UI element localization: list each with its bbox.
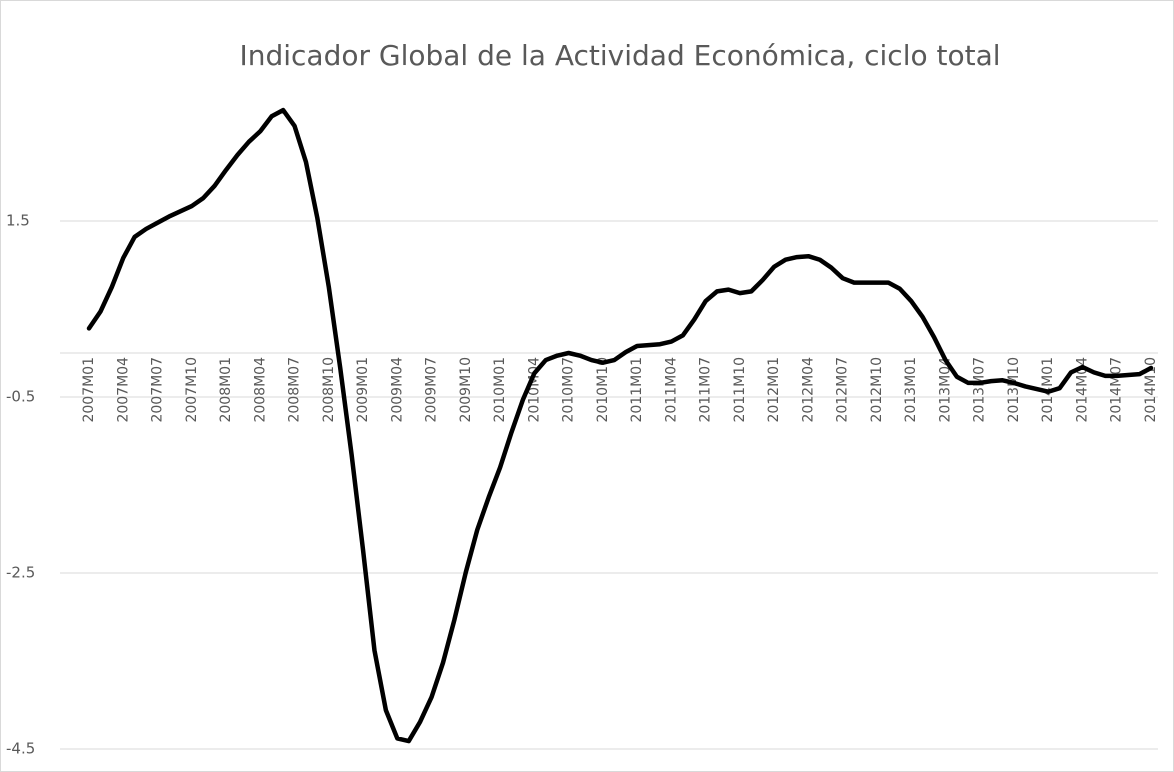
x-tick-label: 2011M04 [663, 357, 679, 423]
y-tick-label: -2.5 [6, 564, 35, 582]
x-tick-label: 2008M01 [218, 357, 234, 423]
x-tick-label: 2012M10 [869, 357, 885, 423]
x-tick-label: 2011M07 [698, 357, 714, 423]
x-tick-label: 2007M07 [150, 357, 166, 423]
y-tick-label: -4.5 [6, 740, 35, 758]
x-tick-label: 2009M01 [355, 357, 371, 423]
x-tick-label: 2011M10 [732, 357, 748, 423]
x-tick-label: 2009M04 [389, 357, 405, 423]
x-tick-label: 2012M07 [835, 357, 851, 423]
x-tick-label: 2010M07 [561, 357, 577, 423]
x-tick-label: 2014M04 [1074, 357, 1090, 423]
x-tick-label: 2014M10 [1143, 357, 1159, 423]
x-tick-label: 2014M07 [1109, 357, 1125, 423]
x-tick-label: 2009M10 [458, 357, 474, 423]
x-tick-label: 2011M01 [629, 357, 645, 423]
x-tick-label: 2013M01 [903, 357, 919, 423]
x-tick-label: 2008M07 [287, 357, 303, 423]
x-tick-label: 2013M04 [937, 357, 953, 423]
data-line [86, 107, 1154, 744]
x-tick-label: 2009M07 [424, 357, 440, 423]
x-tick-label: 2013M10 [1006, 357, 1022, 423]
x-tick-label: 2010M10 [595, 357, 611, 423]
x-tick-label: 2007M10 [184, 357, 200, 423]
x-tick-label: 2007M04 [115, 357, 131, 423]
x-tick-label: 2007M01 [81, 357, 97, 423]
x-tick-label: 2012M04 [800, 357, 816, 423]
x-tick-label: 2008M04 [252, 357, 268, 423]
x-tick-label: 2010M01 [492, 357, 508, 423]
x-tick-label: 2010M04 [526, 357, 542, 423]
x-tick-label: 2012M01 [766, 357, 782, 423]
y-tick-label: 1.5 [6, 212, 30, 230]
y-tick-label: -0.5 [6, 388, 35, 406]
x-tick-label: 2013M07 [972, 357, 988, 423]
chart-title: Indicador Global de la Actividad Económi… [239, 39, 1000, 72]
x-tick-label: 2008M10 [321, 357, 337, 423]
